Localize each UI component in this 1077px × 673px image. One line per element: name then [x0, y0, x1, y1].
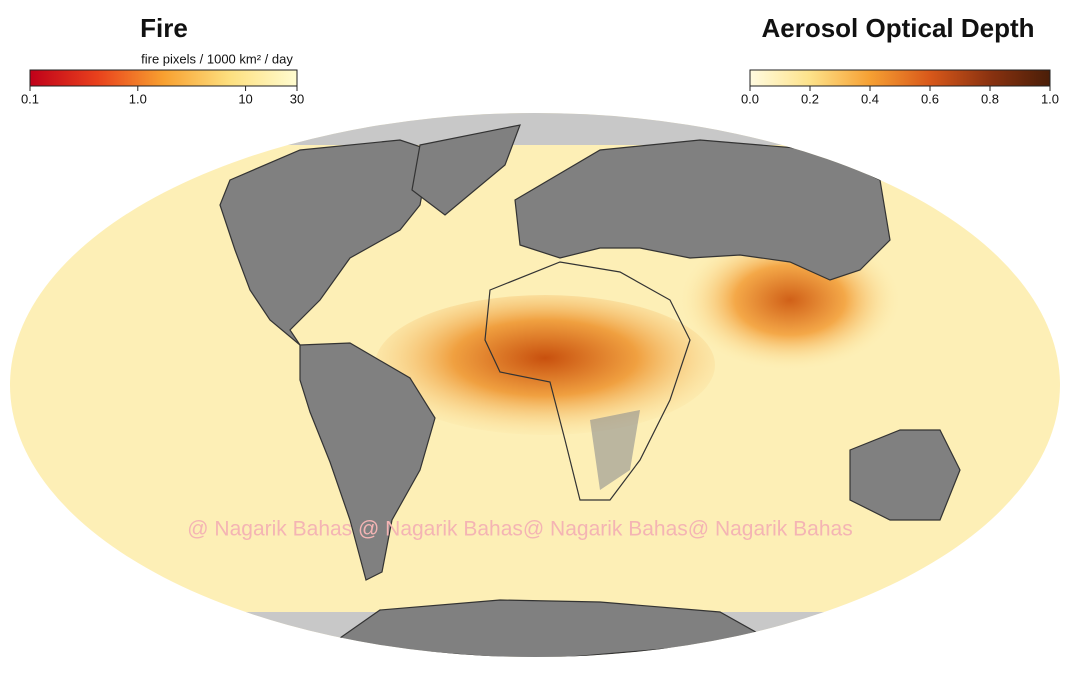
tick-label: 30 — [290, 91, 304, 106]
tick-label: 0.0 — [741, 91, 759, 106]
aod-title: Aerosol Optical Depth — [761, 13, 1034, 43]
aod-colorbar — [749, 69, 1051, 87]
fire-subtitle: fire pixels / 1000 km² / day — [141, 51, 293, 66]
fire-colorbar — [29, 69, 298, 87]
tick-label: 0.1 — [21, 91, 39, 106]
greenland — [411, 124, 521, 216]
fire-title: Fire — [140, 13, 188, 43]
tick-label: 1.0 — [129, 91, 147, 106]
africa-gaps — [590, 410, 640, 490]
map — [10, 113, 1060, 657]
eurasia — [514, 139, 891, 281]
tick-label: 0.4 — [861, 91, 879, 106]
africa-aerosol — [375, 295, 715, 435]
tick-label: 10 — [238, 91, 252, 106]
tick-label: 0.2 — [801, 91, 819, 106]
tick-label: 1.0 — [1041, 91, 1059, 106]
arctic-nodata — [10, 113, 1060, 145]
south-america — [299, 342, 436, 581]
africa — [484, 261, 691, 501]
tick-label: 0.6 — [921, 91, 939, 106]
australia — [849, 429, 961, 521]
north-america — [219, 139, 431, 346]
watermark: @ Nagarik Bahas @ Nagarik Bahas@ Nagarik… — [187, 518, 852, 541]
tick-label: 0.8 — [981, 91, 999, 106]
